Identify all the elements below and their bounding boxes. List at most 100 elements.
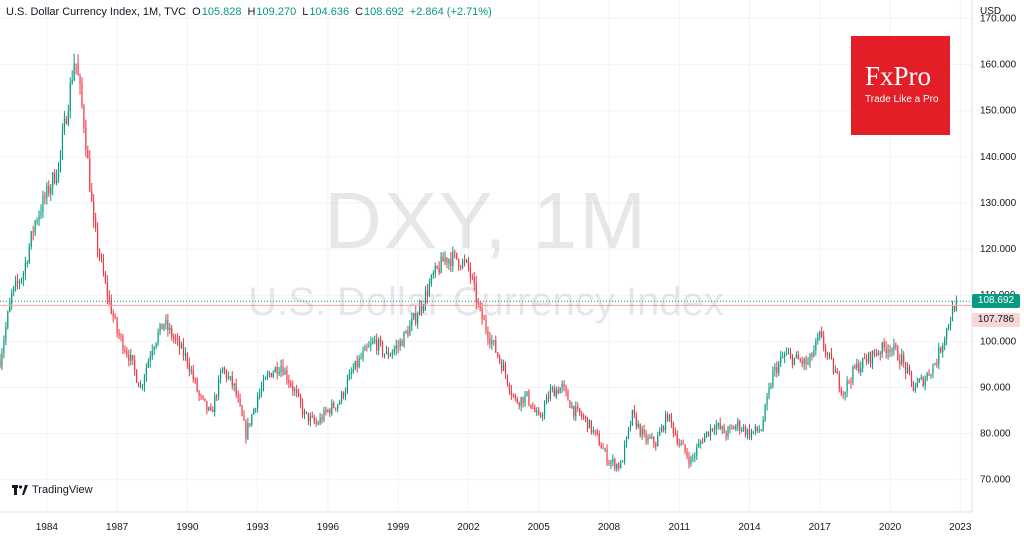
candle-body xyxy=(709,428,712,436)
candle-body xyxy=(620,461,622,469)
candle-body xyxy=(319,417,321,424)
candle-body xyxy=(184,353,187,356)
candle-body xyxy=(409,325,411,336)
candle-body xyxy=(112,313,114,317)
candle-body xyxy=(649,437,651,439)
candle-body xyxy=(663,426,665,430)
candle-body xyxy=(846,380,848,392)
symbol-title[interactable]: U.S. Dollar Currency Index, 1M, TVC xyxy=(6,6,187,18)
candle-body xyxy=(686,451,688,457)
candle-body xyxy=(20,278,23,282)
candle-body xyxy=(588,420,591,429)
low-label: L xyxy=(302,6,309,18)
candle-body xyxy=(354,361,356,370)
candle-body xyxy=(395,345,397,349)
candle-body xyxy=(655,443,657,447)
candle-body xyxy=(110,299,112,314)
candle-body xyxy=(175,338,177,340)
candle-body xyxy=(56,178,58,184)
candle-body xyxy=(854,366,856,369)
candle-body xyxy=(497,352,499,357)
ohlc-open: O 105.828 xyxy=(192,6,241,18)
candle-body xyxy=(725,433,727,437)
candle-body xyxy=(260,387,263,393)
candle-body xyxy=(440,256,442,273)
candle-body xyxy=(866,359,868,362)
candle-body xyxy=(450,259,452,267)
candle-body xyxy=(828,353,831,355)
candle-body xyxy=(292,385,294,391)
candle-body xyxy=(317,423,319,425)
candle-body xyxy=(225,370,228,379)
candle-body xyxy=(694,455,696,458)
candle-body xyxy=(881,342,883,354)
candle-body xyxy=(764,404,766,421)
candle-body xyxy=(563,384,565,387)
candle-body xyxy=(641,429,643,436)
candle-body xyxy=(104,274,106,283)
candle-body xyxy=(700,441,702,444)
candle-body xyxy=(313,417,315,423)
candle-body xyxy=(40,212,42,216)
candle-body xyxy=(530,404,532,408)
candle-body xyxy=(743,426,745,431)
candle-body xyxy=(487,330,489,339)
candle-body xyxy=(370,343,372,346)
candle-body xyxy=(711,428,714,431)
candle-body xyxy=(266,374,268,378)
candle-body xyxy=(947,325,950,329)
last-price-tag: 108.692 xyxy=(972,294,1020,309)
candle-body xyxy=(128,354,130,361)
candle-body xyxy=(842,393,844,395)
candle-body xyxy=(729,427,731,429)
candle-body xyxy=(380,339,382,343)
candle-body xyxy=(575,406,577,417)
candle-body xyxy=(748,429,751,438)
candle-body xyxy=(471,276,473,278)
candle-body xyxy=(772,370,774,386)
candle-body xyxy=(270,373,272,377)
candle-body xyxy=(391,352,393,355)
candle-body xyxy=(190,370,192,372)
candle-body xyxy=(180,344,183,349)
y-tick-label: 70.000 xyxy=(980,475,1011,486)
candle-body xyxy=(793,357,795,365)
x-tick-label: 2023 xyxy=(949,522,972,533)
candle-body xyxy=(594,430,596,432)
candle-body xyxy=(584,417,587,419)
candle-body xyxy=(602,448,604,450)
candle-body xyxy=(592,430,594,433)
candle-body xyxy=(214,395,216,412)
candle-body xyxy=(206,400,208,411)
candle-body xyxy=(50,187,52,194)
candle-body xyxy=(623,444,626,462)
tradingview-logo[interactable]: TradingView xyxy=(12,484,93,496)
candle-body xyxy=(906,367,909,373)
change-value: +2.864 (+2.71%) xyxy=(409,6,492,18)
candle-body xyxy=(596,431,598,434)
candle-body xyxy=(245,420,247,439)
candle-body xyxy=(301,403,304,415)
candle-body xyxy=(862,357,864,368)
candle-body xyxy=(403,331,405,347)
candle-body xyxy=(116,318,118,333)
candle-body xyxy=(481,307,483,320)
candle-body xyxy=(805,358,807,365)
candle-body xyxy=(581,413,583,417)
candle-body xyxy=(69,82,71,112)
candle-body xyxy=(867,352,870,362)
candle-body xyxy=(393,348,395,353)
candle-body xyxy=(754,426,756,432)
candle-body xyxy=(36,220,38,222)
candle-body xyxy=(672,422,674,433)
symbol-watermark: DXY, 1M xyxy=(324,176,648,265)
candle-body xyxy=(145,367,147,377)
candle-body xyxy=(883,342,885,348)
candle-body xyxy=(637,423,639,428)
candle-body xyxy=(518,402,520,406)
candle-body xyxy=(844,391,846,395)
candle-body xyxy=(899,360,901,365)
candle-body xyxy=(327,409,329,412)
candle-body xyxy=(534,408,536,412)
